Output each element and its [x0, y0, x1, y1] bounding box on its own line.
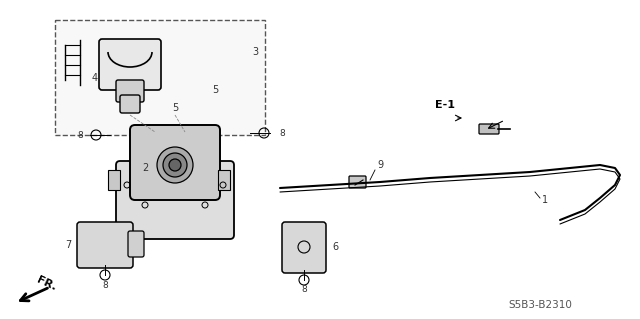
Text: 8: 8 — [77, 130, 83, 139]
Text: 9: 9 — [377, 160, 383, 170]
Bar — [218, 170, 230, 190]
Text: 8: 8 — [301, 286, 307, 294]
Text: 5: 5 — [212, 85, 218, 95]
Bar — [108, 170, 120, 190]
FancyBboxPatch shape — [282, 222, 326, 273]
Text: 5: 5 — [172, 103, 178, 113]
Text: 4: 4 — [92, 73, 98, 83]
FancyBboxPatch shape — [479, 124, 499, 134]
FancyBboxPatch shape — [349, 176, 366, 188]
Circle shape — [157, 147, 193, 183]
FancyBboxPatch shape — [99, 39, 161, 90]
Text: S5B3-B2310: S5B3-B2310 — [508, 300, 572, 310]
FancyBboxPatch shape — [116, 80, 144, 102]
Text: 8: 8 — [279, 129, 285, 137]
Circle shape — [163, 153, 187, 177]
Text: FR.: FR. — [35, 274, 58, 292]
FancyBboxPatch shape — [77, 222, 133, 268]
Circle shape — [169, 159, 181, 171]
Text: 1: 1 — [542, 195, 548, 205]
Text: 2: 2 — [142, 163, 148, 173]
Text: 8: 8 — [102, 280, 108, 290]
Text: 7: 7 — [65, 240, 71, 250]
Text: E-1: E-1 — [435, 100, 455, 110]
Text: 3: 3 — [252, 47, 258, 57]
FancyBboxPatch shape — [120, 95, 140, 113]
FancyBboxPatch shape — [128, 231, 144, 257]
FancyBboxPatch shape — [116, 161, 234, 239]
Text: 6: 6 — [332, 242, 338, 252]
Bar — [55, 20, 265, 135]
FancyBboxPatch shape — [130, 125, 220, 200]
